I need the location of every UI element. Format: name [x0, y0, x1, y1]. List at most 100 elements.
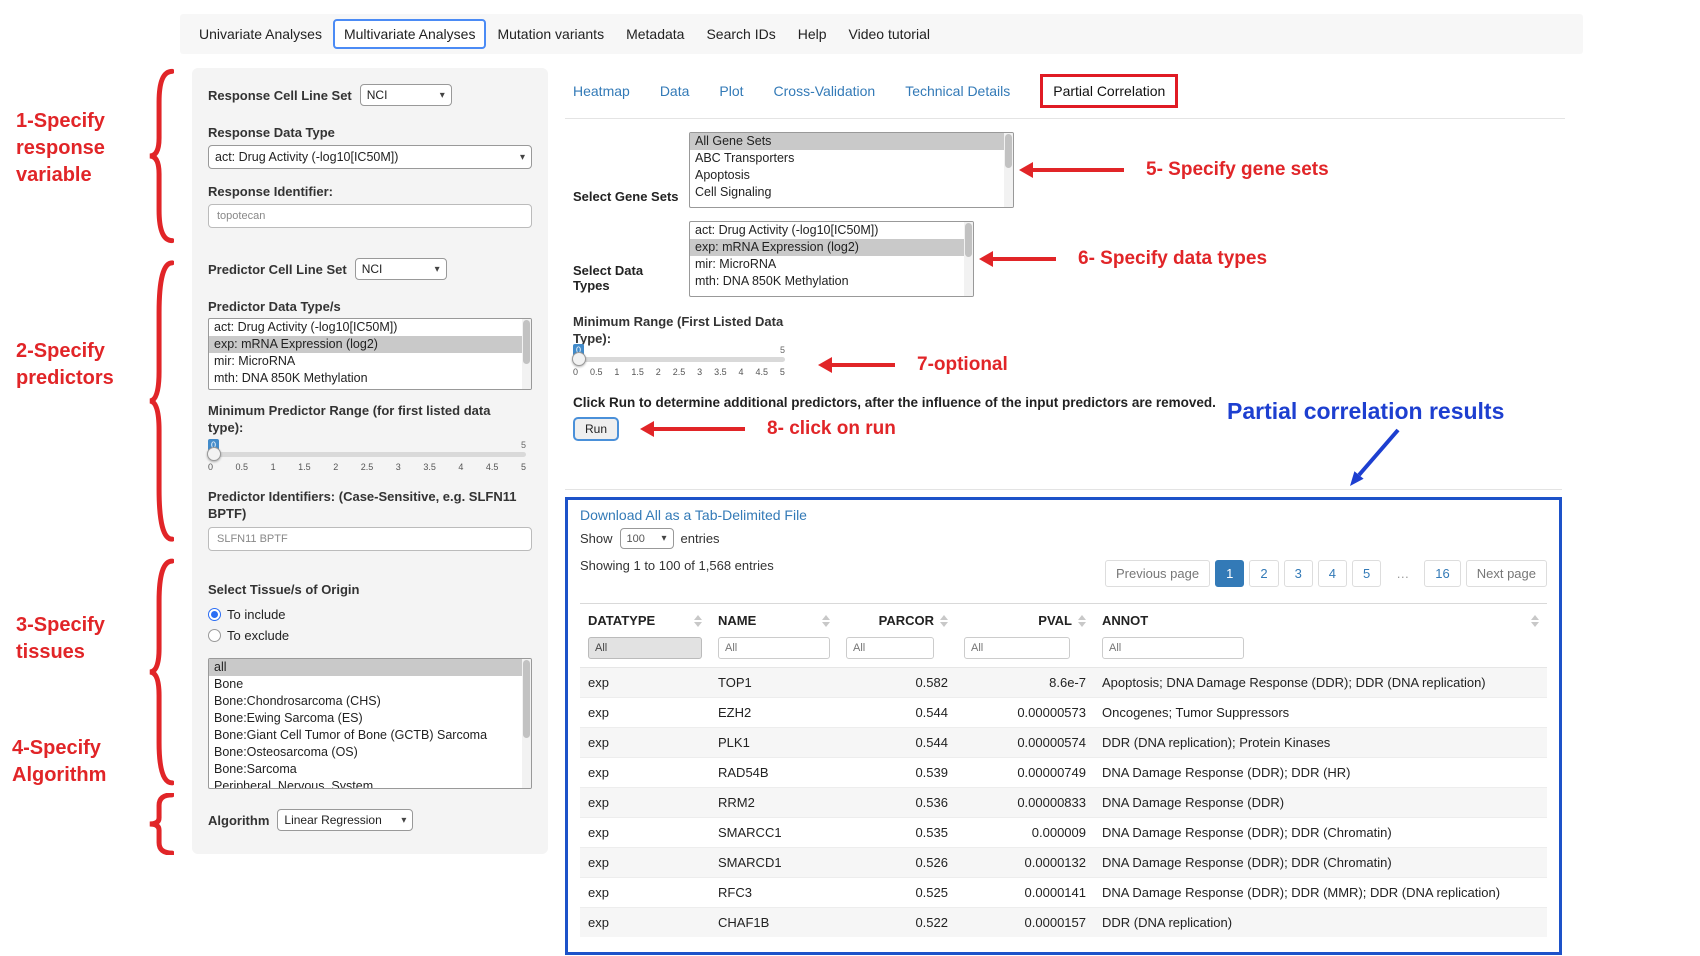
filter-pval[interactable] — [964, 637, 1070, 659]
nav-tab-search-ids[interactable]: Search IDs — [706, 26, 776, 42]
listbox-option[interactable]: Cell Signaling — [695, 185, 772, 199]
listbox-option[interactable]: Bone:Ewing Sarcoma (ES) — [214, 711, 363, 725]
predictor-identifiers-input[interactable] — [208, 527, 532, 551]
sort-icon[interactable] — [694, 614, 702, 627]
table-row[interactable]: exp RFC3 0.525 0.0000141 DNA Damage Response… — [580, 877, 1547, 908]
listbox-option[interactable]: mir: MicroRNA — [695, 257, 777, 271]
page-button-3[interactable]: 3 — [1283, 560, 1313, 587]
previous-page-button[interactable]: Previous page — [1104, 560, 1211, 587]
entries-per-page-select[interactable]: 100 ▾ — [619, 528, 674, 549]
page-button-16[interactable]: 16 — [1424, 560, 1461, 587]
tab-cross-validation[interactable]: Cross-Validation — [773, 83, 876, 99]
response-identifier-label: Response Identifier: — [208, 184, 333, 199]
scrollbar-thumb[interactable] — [1005, 134, 1012, 168]
nav-tab-multivariate-analyses[interactable]: Multivariate Analyses — [332, 19, 487, 49]
table-row[interactable]: exp TOP1 0.582 8.6e-7 Apoptosis; DNA Damage … — [580, 667, 1547, 698]
filter-annot[interactable] — [1102, 637, 1244, 659]
slider-tick-label: 3 — [395, 462, 401, 472]
pagination: Previous page 1 2 3 4 5 … 16 Next page — [1104, 560, 1547, 587]
algorithm-select[interactable]: Linear Regression ▾ — [277, 809, 414, 831]
scrollbar-thumb[interactable] — [965, 223, 972, 257]
listbox-option[interactable]: Bone:Chondrosarcoma (CHS) — [214, 694, 381, 708]
sort-icon[interactable] — [1078, 614, 1086, 627]
tissue-exclude-radio[interactable]: To exclude — [208, 625, 532, 646]
table-row[interactable]: exp SMARCC1 0.535 0.000009 DNA Damage Respon… — [580, 817, 1547, 848]
listbox-option[interactable]: mth: DNA 850K Methylation — [695, 274, 849, 288]
tab-heatmap[interactable]: Heatmap — [573, 83, 630, 99]
nav-tab-univariate-analyses[interactable]: Univariate Analyses — [199, 26, 322, 42]
table-row[interactable]: exp EZH2 0.544 0.00000573 Oncogenes; Tumor S… — [580, 697, 1547, 728]
table-row[interactable]: exp CHAF1B 0.522 0.0000157 DDR (DNA replicat… — [580, 907, 1547, 937]
gene-sets-listbox[interactable]: All Gene Sets ABC Transporters Apoptosis… — [689, 132, 1014, 208]
slider-track[interactable] — [207, 447, 526, 461]
listbox-option[interactable]: All Gene Sets — [690, 133, 1013, 150]
page-button-2[interactable]: 2 — [1249, 560, 1279, 587]
scrollbar[interactable] — [964, 222, 973, 296]
listbox-option[interactable]: exp: mRNA Expression (log2) — [690, 239, 973, 256]
scrollbar-thumb[interactable] — [523, 320, 530, 364]
tissue-include-radio[interactable]: To include — [208, 604, 532, 625]
listbox-option[interactable]: mir: MicroRNA — [214, 354, 296, 368]
listbox-option[interactable]: Bone:Giant Cell Tumor of Bone (GCTB) Sar… — [214, 728, 488, 742]
listbox-option[interactable]: ABC Transporters — [695, 151, 795, 165]
response-cell-line-set-select[interactable]: NCI ▾ — [359, 84, 452, 106]
predictor-cell-line-set-select[interactable]: NCI ▾ — [354, 258, 447, 280]
download-tab-delimited-link[interactable]: Download All as a Tab-Delimited File — [580, 507, 807, 523]
tab-technical-details[interactable]: Technical Details — [905, 83, 1011, 99]
filter-name[interactable] — [718, 637, 830, 659]
page-button-5[interactable]: 5 — [1352, 560, 1382, 587]
listbox-option[interactable]: all — [209, 659, 531, 676]
column-header-pval[interactable]: PVAL — [956, 603, 1094, 635]
run-section: Click Run to determine additional predic… — [565, 395, 1565, 441]
scrollbar-thumb[interactable] — [523, 660, 530, 738]
filter-parcor[interactable] — [846, 637, 934, 659]
listbox-option[interactable]: act: Drug Activity (-log10[IC50M]) — [214, 320, 398, 334]
slider-handle[interactable] — [572, 352, 586, 366]
nav-tab-metadata[interactable]: Metadata — [626, 26, 685, 42]
slider-handle[interactable] — [207, 447, 221, 461]
scrollbar[interactable] — [522, 319, 531, 389]
scrollbar[interactable] — [522, 659, 531, 788]
table-cell: 0.00000574 — [956, 727, 1094, 758]
sort-icon[interactable] — [1531, 614, 1539, 627]
run-button[interactable]: Run — [573, 417, 620, 441]
column-header-annot[interactable]: ANNOT — [1094, 603, 1547, 635]
page-button-4[interactable]: 4 — [1317, 560, 1348, 587]
column-header-parcor[interactable]: PARCOR — [838, 603, 956, 635]
table-row[interactable]: exp RRM2 0.536 0.00000833 DNA Damage Respons… — [580, 787, 1547, 818]
listbox-option[interactable]: Peripheral_Nervous_System — [214, 779, 374, 789]
tab-plot[interactable]: Plot — [719, 83, 744, 99]
slider-track[interactable] — [572, 352, 785, 366]
next-page-button[interactable]: Next page — [1465, 560, 1547, 587]
nav-tab-help[interactable]: Help — [797, 26, 827, 42]
response-data-type-select[interactable]: act: Drug Activity (-log10[IC50M]) ▾ — [208, 145, 532, 169]
nav-tab-video-tutorial[interactable]: Video tutorial — [848, 26, 930, 42]
listbox-option[interactable]: exp: mRNA Expression (log2) — [209, 336, 531, 353]
predictor-data-types-listbox[interactable]: act: Drug Activity (-log10[IC50M]) exp: … — [208, 318, 532, 390]
column-header-name[interactable]: NAME — [710, 603, 838, 635]
response-identifier-input[interactable] — [208, 204, 532, 228]
filter-datatype[interactable]: All — [588, 637, 702, 659]
listbox-option[interactable]: Bone:Osteosarcoma (OS) — [214, 745, 358, 759]
listbox-option[interactable]: Bone:Sarcoma — [214, 762, 297, 776]
listbox-option[interactable]: act: Drug Activity (-log10[IC50M]) — [695, 223, 879, 237]
nav-tab-mutation-variants[interactable]: Mutation variants — [497, 26, 605, 42]
data-types-listbox[interactable]: act: Drug Activity (-log10[IC50M]) exp: … — [689, 221, 974, 297]
min-predictor-range-slider[interactable]: 0 5 0 0.5 1 1.5 2 2.5 3 3.5 4 4.5 5 — [207, 439, 526, 472]
tab-partial-correlation[interactable]: Partial Correlation — [1040, 74, 1179, 108]
table-row[interactable]: exp SMARCD1 0.526 0.0000132 DNA Damage Respo… — [580, 847, 1547, 878]
minimum-range-slider[interactable]: 0 5 0 0.5 1 1.5 2 2.5 3 3.5 4 4.5 5 — [572, 344, 785, 377]
listbox-option[interactable]: Bone — [214, 677, 244, 691]
scrollbar[interactable] — [1004, 133, 1013, 207]
sort-icon[interactable] — [940, 614, 948, 627]
page-button-1[interactable]: 1 — [1215, 560, 1245, 587]
listbox-option[interactable]: mth: DNA 850K Methylation — [214, 371, 368, 385]
listbox-option[interactable]: Apoptosis — [695, 168, 750, 182]
column-header-datatype[interactable]: DATATYPE — [580, 603, 710, 635]
tissues-listbox[interactable]: all Bone Bone:Chondrosarcoma (CHS) Bone:… — [208, 658, 532, 789]
tab-data[interactable]: Data — [659, 83, 690, 99]
table-row[interactable]: exp PLK1 0.544 0.00000574 DDR (DNA replicati… — [580, 727, 1547, 758]
minimum-range-section: Minimum Range (First Listed Data Type): … — [565, 313, 1565, 377]
sort-icon[interactable] — [822, 614, 830, 627]
table-row[interactable]: exp RAD54B 0.539 0.00000749 DNA Damage Respo… — [580, 757, 1547, 788]
